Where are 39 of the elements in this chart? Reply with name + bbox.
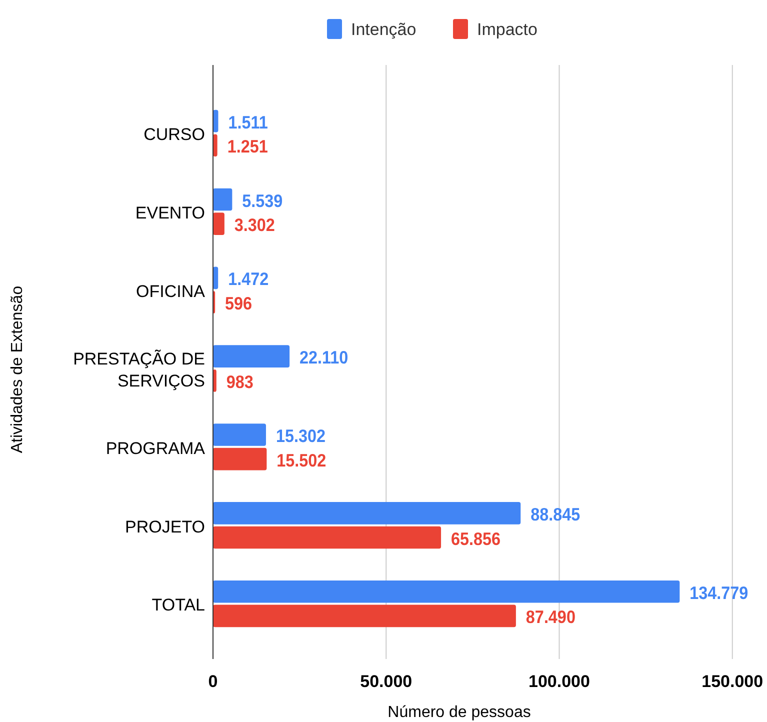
legend-label: Intenção (351, 20, 416, 39)
y-tick-label: PROGRAMA (106, 438, 206, 458)
data-label: 88.845 (530, 504, 581, 525)
data-label: 1.511 (228, 112, 268, 133)
data-label: 15.302 (276, 426, 326, 446)
y-tick-label: PRESTAÇÃO DE SERVIÇOS (73, 349, 205, 391)
y-tick-label: EVENTO (135, 204, 205, 223)
bar (213, 212, 224, 235)
x-axis-title: Número de pessoas (388, 704, 531, 721)
y-axis-title: Atividades de Extensão (9, 286, 26, 454)
data-label: 983 (226, 372, 254, 392)
y-tick-label: CURSO (144, 125, 205, 144)
data-label: 5.539 (242, 191, 283, 211)
bar (213, 188, 232, 211)
bar (213, 526, 442, 549)
bar (213, 134, 218, 157)
data-label: 15.502 (276, 450, 326, 471)
bar (213, 345, 290, 368)
x-tick-label: 100.000 (528, 672, 590, 691)
data-label: 65.856 (451, 529, 501, 550)
bar (213, 448, 267, 470)
y-tick-label: OFICINA (136, 282, 206, 302)
x-tick-label: 50.000 (360, 672, 412, 691)
y-tick-label: PROJETO (125, 517, 205, 536)
bar (213, 502, 521, 524)
x-tick-label: 0 (208, 672, 218, 691)
data-label: 1.251 (227, 136, 268, 157)
data-label: 87.490 (526, 607, 576, 628)
data-label: 596 (225, 294, 252, 314)
bar (213, 580, 680, 603)
bar (213, 424, 266, 446)
data-label: 3.302 (234, 215, 275, 236)
data-label: 1.472 (228, 269, 269, 290)
data-label: 134.779 (690, 583, 748, 604)
y-tick-label: TOTAL (152, 596, 205, 615)
data-label: 22.110 (300, 348, 348, 368)
x-tick-label: 150.000 (702, 672, 764, 691)
legend-label: Impacto (477, 20, 538, 39)
bar (213, 604, 516, 628)
